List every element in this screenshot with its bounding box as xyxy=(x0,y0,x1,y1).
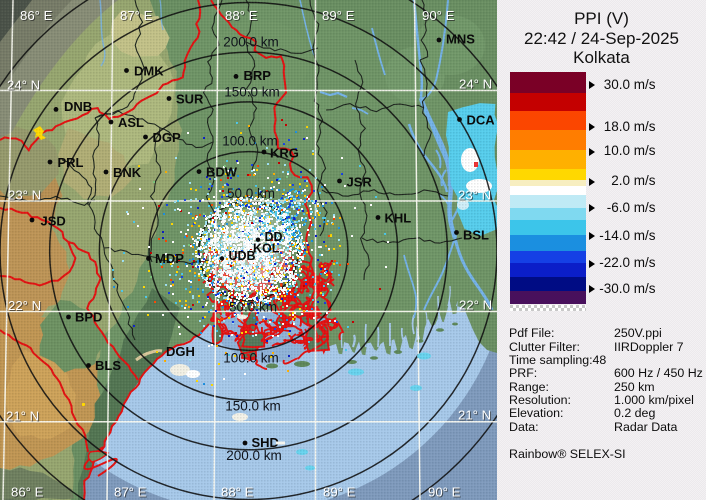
svg-text:SHD: SHD xyxy=(252,435,279,450)
svg-text:BRP: BRP xyxy=(244,68,272,83)
svg-text:DMK: DMK xyxy=(134,64,164,79)
svg-text:BSL: BSL xyxy=(463,228,489,243)
svg-text:89° E: 89° E xyxy=(322,8,355,23)
svg-text:JSR: JSR xyxy=(347,175,373,190)
svg-text:100.0 km: 100.0 km xyxy=(223,351,279,366)
svg-text:24° N: 24° N xyxy=(7,78,40,93)
svg-text:24° N: 24° N xyxy=(459,77,492,92)
svg-text:87° E: 87° E xyxy=(114,485,147,500)
svg-text:KRG: KRG xyxy=(270,146,299,161)
svg-text:BDW: BDW xyxy=(206,165,238,180)
svg-text:88° E: 88° E xyxy=(225,8,258,23)
svg-text:MNS: MNS xyxy=(446,32,475,47)
svg-text:DCA: DCA xyxy=(467,113,496,128)
svg-text:50.0 km: 50.0 km xyxy=(229,300,277,315)
svg-text:90° E: 90° E xyxy=(428,485,461,500)
svg-text:ASL: ASL xyxy=(118,115,144,130)
svg-text:MDP: MDP xyxy=(155,251,184,266)
svg-text:200.0 km: 200.0 km xyxy=(226,448,282,463)
svg-text:21° N: 21° N xyxy=(6,409,39,424)
svg-text:PRL: PRL xyxy=(58,155,84,170)
svg-text:DGP: DGP xyxy=(153,130,182,145)
svg-text:SUR: SUR xyxy=(176,92,204,107)
svg-text:DGH: DGH xyxy=(166,344,195,359)
svg-text:200.0 km: 200.0 km xyxy=(223,35,279,50)
svg-text:88° E: 88° E xyxy=(221,485,254,500)
svg-text:KHL: KHL xyxy=(385,211,412,226)
svg-text:KOL: KOL xyxy=(253,242,280,256)
svg-text:90° E: 90° E xyxy=(422,8,455,23)
svg-text:BPD: BPD xyxy=(75,310,102,325)
svg-text:86° E: 86° E xyxy=(20,8,53,23)
svg-text:BNK: BNK xyxy=(113,165,142,180)
svg-text:DNB: DNB xyxy=(64,99,92,114)
svg-text:87° E: 87° E xyxy=(120,8,153,23)
svg-text:JSD: JSD xyxy=(41,214,66,229)
svg-text:86° E: 86° E xyxy=(11,485,44,500)
svg-text:BLS: BLS xyxy=(95,358,121,373)
svg-text:50.0 km: 50.0 km xyxy=(227,186,275,201)
svg-text:22° N: 22° N xyxy=(8,298,41,313)
svg-text:150.0 km: 150.0 km xyxy=(224,85,280,100)
svg-text:89° E: 89° E xyxy=(323,485,356,500)
svg-text:100.0 km: 100.0 km xyxy=(222,134,278,149)
svg-text:DD: DD xyxy=(265,230,283,244)
svg-text:22° N: 22° N xyxy=(459,298,492,313)
svg-text:UDB: UDB xyxy=(229,249,256,263)
svg-text:150.0 km: 150.0 km xyxy=(225,399,281,414)
svg-text:21° N: 21° N xyxy=(458,408,491,423)
svg-text:23° N: 23° N xyxy=(458,188,491,203)
svg-text:23° N: 23° N xyxy=(8,188,41,203)
